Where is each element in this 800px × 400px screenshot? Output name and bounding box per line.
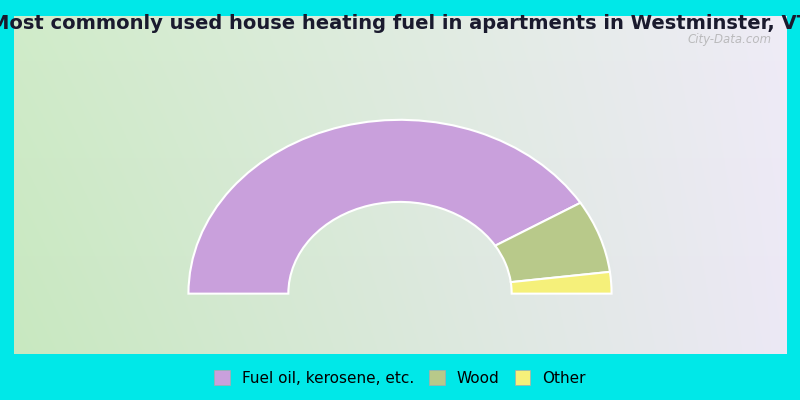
Legend: Fuel oil, kerosene, etc., Wood, Other: Fuel oil, kerosene, etc., Wood, Other [210, 365, 590, 390]
Text: Most commonly used house heating fuel in apartments in Westminster, VT: Most commonly used house heating fuel in… [0, 14, 800, 33]
Wedge shape [510, 272, 611, 294]
Wedge shape [189, 120, 580, 294]
Wedge shape [495, 203, 610, 282]
Text: City-Data.com: City-Data.com [687, 33, 772, 46]
